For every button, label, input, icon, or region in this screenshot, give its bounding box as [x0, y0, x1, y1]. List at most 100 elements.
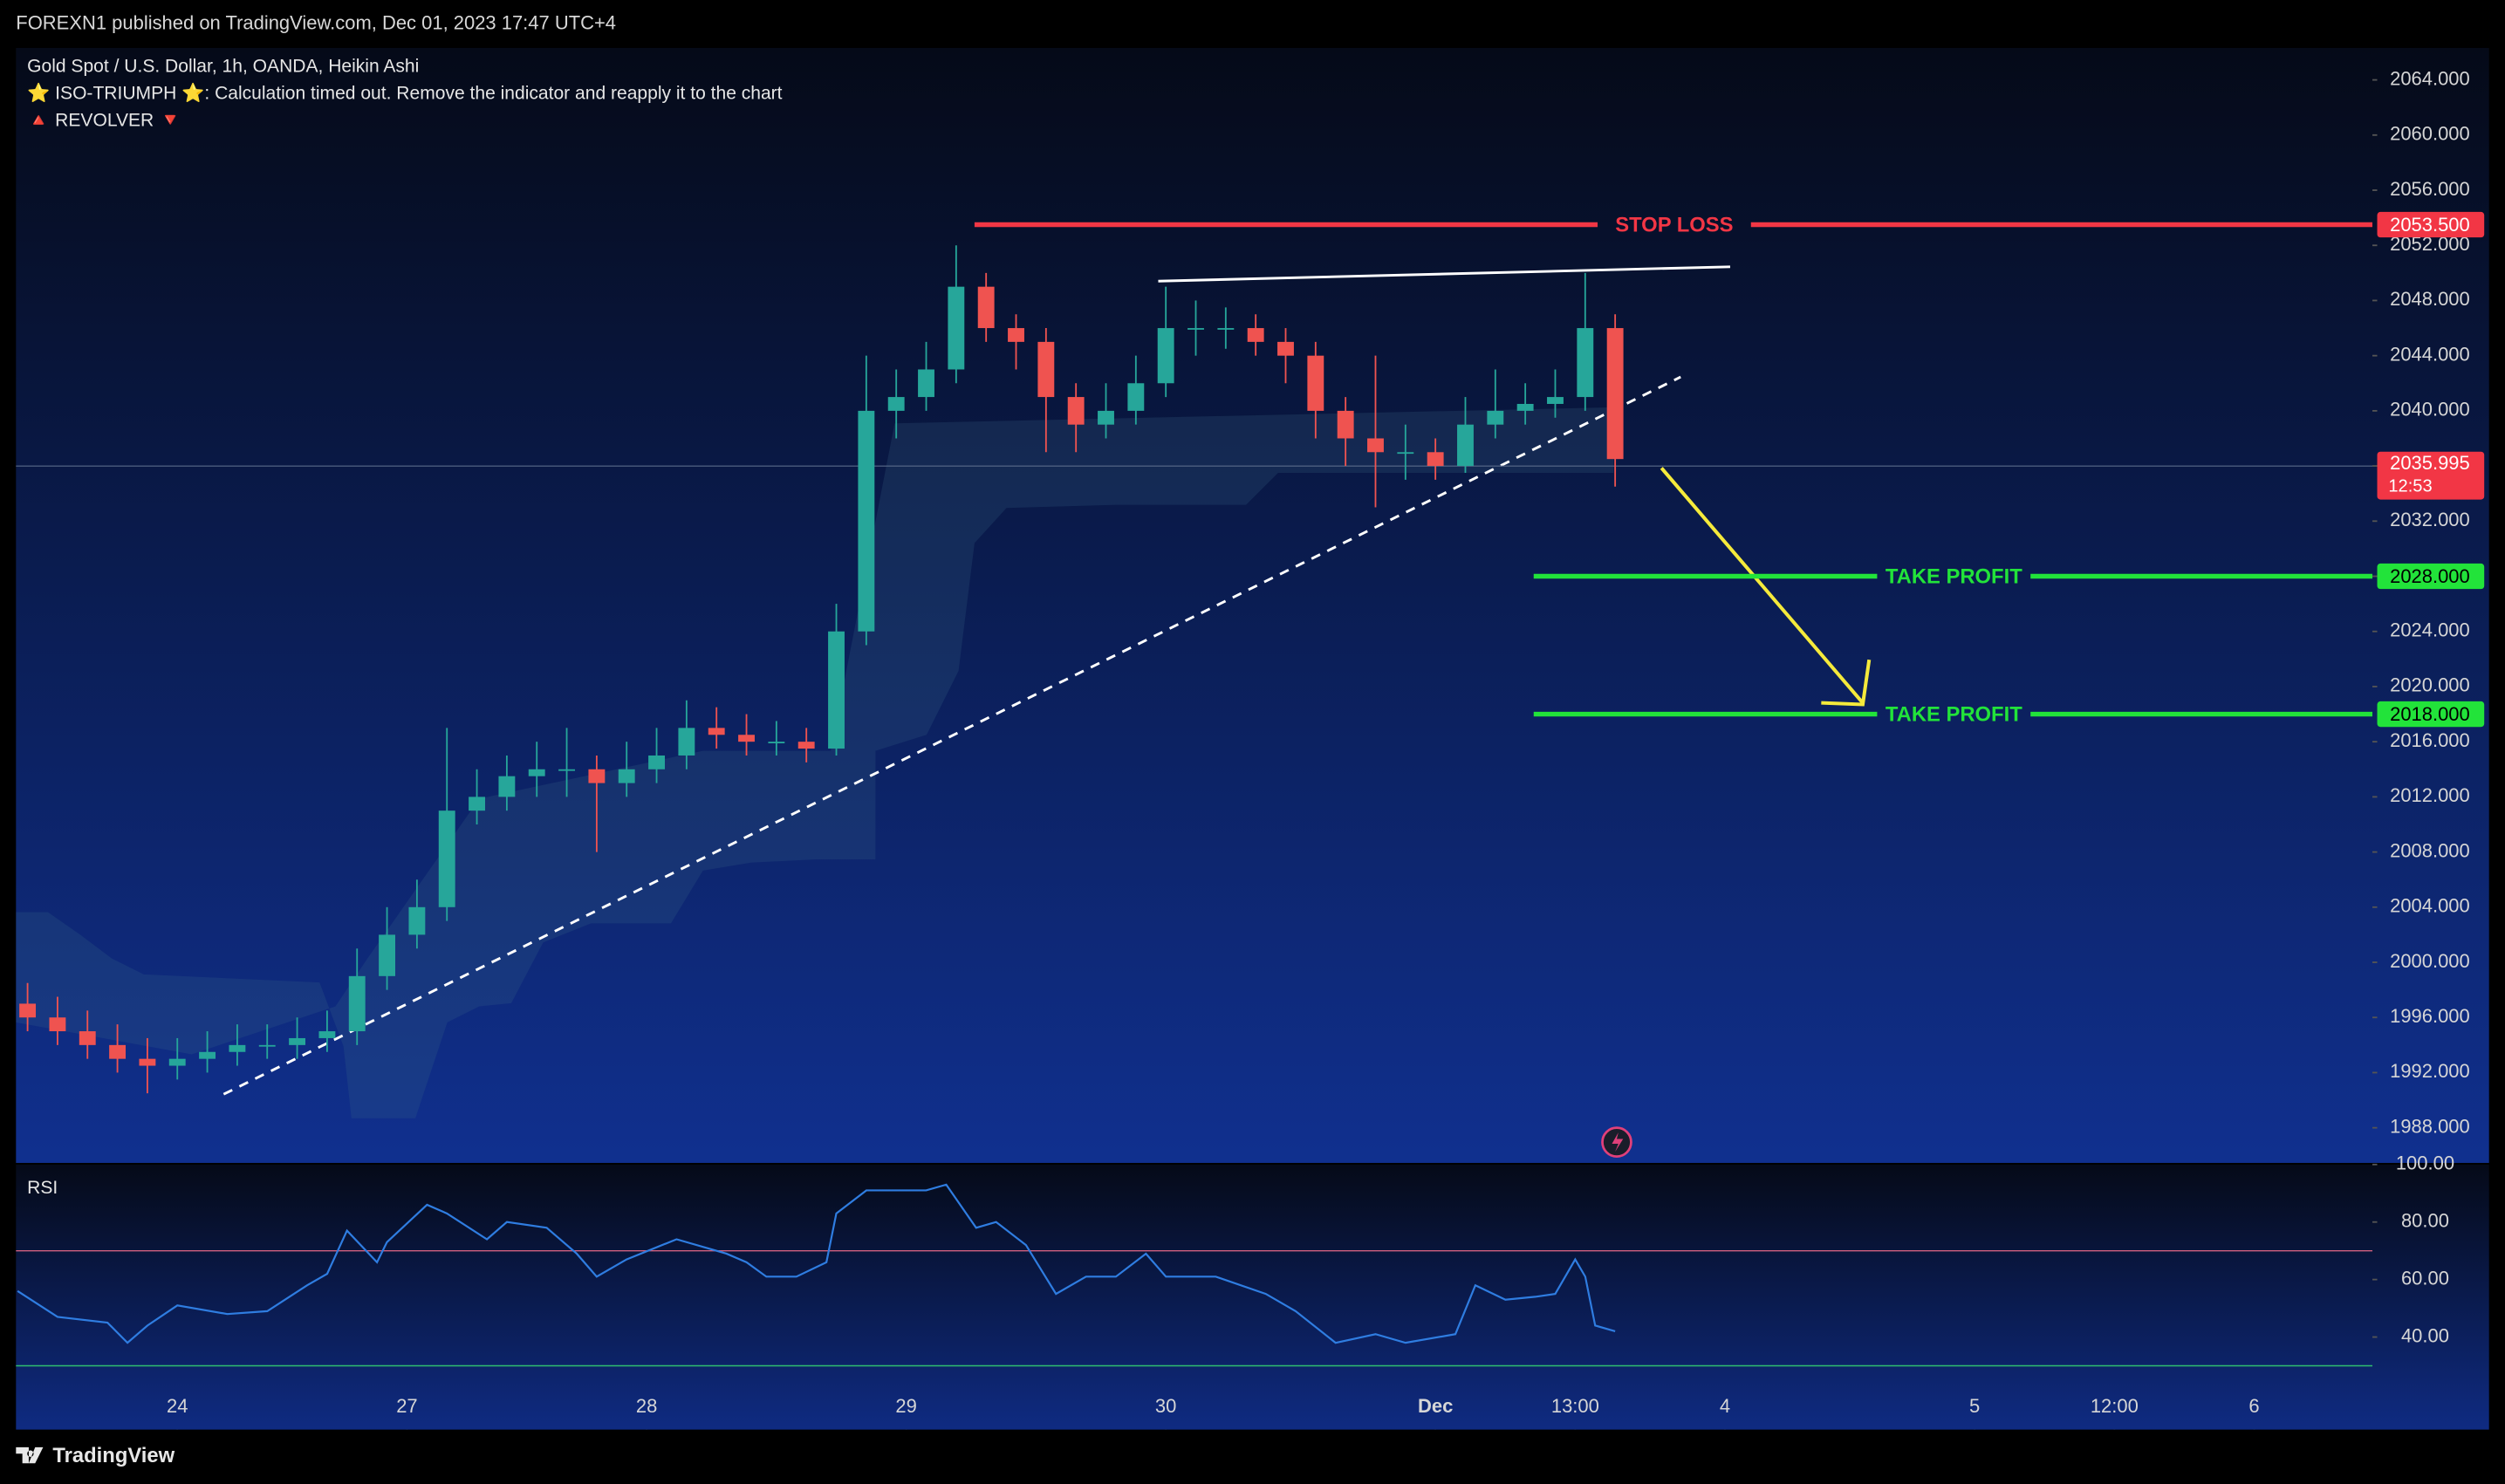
rsi-tick-label: 80.00 [2401, 1210, 2449, 1232]
tv-logo [16, 1446, 44, 1464]
candle-body [318, 1031, 336, 1038]
y-tick-label: 1992.000 [2390, 1060, 2470, 1082]
event-icon-bolt [1612, 1132, 1624, 1152]
candle-body [348, 975, 366, 1032]
x-tick-label: 30 [1155, 1395, 1176, 1417]
candle-body [1307, 355, 1324, 411]
candle-body [528, 769, 545, 776]
candle-body [79, 1031, 96, 1045]
candle-body [1606, 328, 1624, 460]
rsi-tick-label: 40.00 [2401, 1324, 2449, 1346]
resistance-line [1158, 265, 1731, 283]
y-tick-label: 2040.000 [2390, 399, 2470, 421]
y-tick-label: 2004.000 [2390, 895, 2470, 917]
rsi-pane [16, 1164, 2489, 1430]
candle-body [1098, 410, 1114, 425]
candle-body [438, 810, 455, 907]
rsi-line [17, 1183, 1616, 1344]
y-tick-label: 2020.000 [2390, 674, 2470, 696]
y-tick-label: 1988.000 [2390, 1115, 2470, 1137]
y-tick-label: 2048.000 [2390, 288, 2470, 310]
brand: TradingView [52, 1444, 175, 1467]
candle-body [1217, 328, 1235, 330]
level-name: TAKE PROFIT [1886, 703, 2022, 727]
candle-body [977, 286, 995, 329]
level-price-box [2377, 211, 2485, 238]
candle-body [1037, 341, 1055, 398]
candle-body [1487, 410, 1504, 425]
candle-body [1367, 438, 1384, 453]
candle-body [1337, 410, 1354, 439]
x-tick-label: 28 [636, 1395, 657, 1417]
candle-body [558, 769, 575, 771]
candle-body [258, 1044, 276, 1047]
cloud-shading [16, 407, 1614, 1118]
y-tick-label: 2044.000 [2390, 343, 2470, 365]
candle-body [1397, 452, 1414, 455]
candle-body [858, 410, 875, 632]
candle-body [1127, 383, 1145, 411]
candle-body [289, 1037, 306, 1045]
arrow-head [1821, 659, 1872, 707]
level-price: 2028.000 [2390, 565, 2470, 587]
candle-body [948, 286, 965, 370]
y-tick-label: 2000.000 [2390, 950, 2470, 972]
candle-body [1427, 452, 1444, 467]
level-name: STOP LOSS [1615, 214, 1733, 237]
candle-body [229, 1044, 246, 1052]
x-tick-label: 4 [1720, 1395, 1730, 1417]
y-tick-label: 1996.000 [2390, 1005, 2470, 1027]
legend-item: ⭐ ISO-TRIUMPH ⭐: Calculation timed out. … [27, 82, 783, 104]
publisher: FOREXN1 published on TradingView.com, De… [16, 11, 616, 33]
y-tick-label: 2024.000 [2390, 619, 2470, 641]
arrow [1660, 467, 1865, 704]
candle-body [19, 1003, 37, 1018]
candle-body [618, 769, 635, 783]
legend-item: 🔺 REVOLVER 🔻 [27, 111, 181, 131]
trendline [222, 375, 1681, 1096]
candle-body [1516, 403, 1534, 411]
x-tick-label: 12:00 [2091, 1395, 2139, 1417]
level-price: 2018.000 [2390, 703, 2470, 725]
last-price: 2035.995 [2390, 452, 2470, 474]
candle-body [918, 369, 934, 398]
candle-body [708, 728, 725, 735]
candle-body [139, 1058, 156, 1066]
y-tick-label: 2012.000 [2390, 784, 2470, 806]
rsi-tick-label: 100.00 [2396, 1152, 2454, 1174]
level-price-box [2377, 563, 2485, 590]
candle-body [1577, 328, 1594, 398]
y-tick-label: 2016.000 [2390, 729, 2470, 751]
candle-body [408, 906, 426, 935]
y-tick-label: 2008.000 [2390, 839, 2470, 861]
candle-body [1067, 397, 1085, 425]
candle-body [109, 1044, 127, 1059]
candle-body [1457, 424, 1474, 467]
candle-body [678, 728, 695, 756]
candle-body [738, 735, 755, 742]
candle-body [168, 1058, 186, 1066]
x-tick-label: 13:00 [1551, 1395, 1599, 1417]
last-price-box [2377, 451, 2485, 500]
candle-body [1547, 397, 1564, 404]
candle-body [379, 934, 395, 976]
x-tick-label: Dec [1418, 1395, 1453, 1417]
candle-body [498, 776, 516, 797]
y-tick-label: 2056.000 [2390, 178, 2470, 200]
x-tick-label: 6 [2248, 1395, 2259, 1417]
countdown: 12:53 [2388, 476, 2432, 496]
candle-body [1277, 341, 1294, 356]
candle-body [1157, 328, 1174, 384]
footer-bar [0, 1429, 2505, 1484]
candle-body [1187, 328, 1204, 330]
candle-body [1247, 328, 1264, 342]
candle-body [588, 769, 606, 783]
y-tick-label: 2064.000 [2390, 67, 2470, 89]
candle-body [768, 742, 785, 743]
price-pane [16, 47, 2489, 1163]
x-tick-label: 27 [396, 1395, 417, 1417]
y-tick-label: 2032.000 [2390, 509, 2470, 530]
candle-body [199, 1051, 216, 1059]
